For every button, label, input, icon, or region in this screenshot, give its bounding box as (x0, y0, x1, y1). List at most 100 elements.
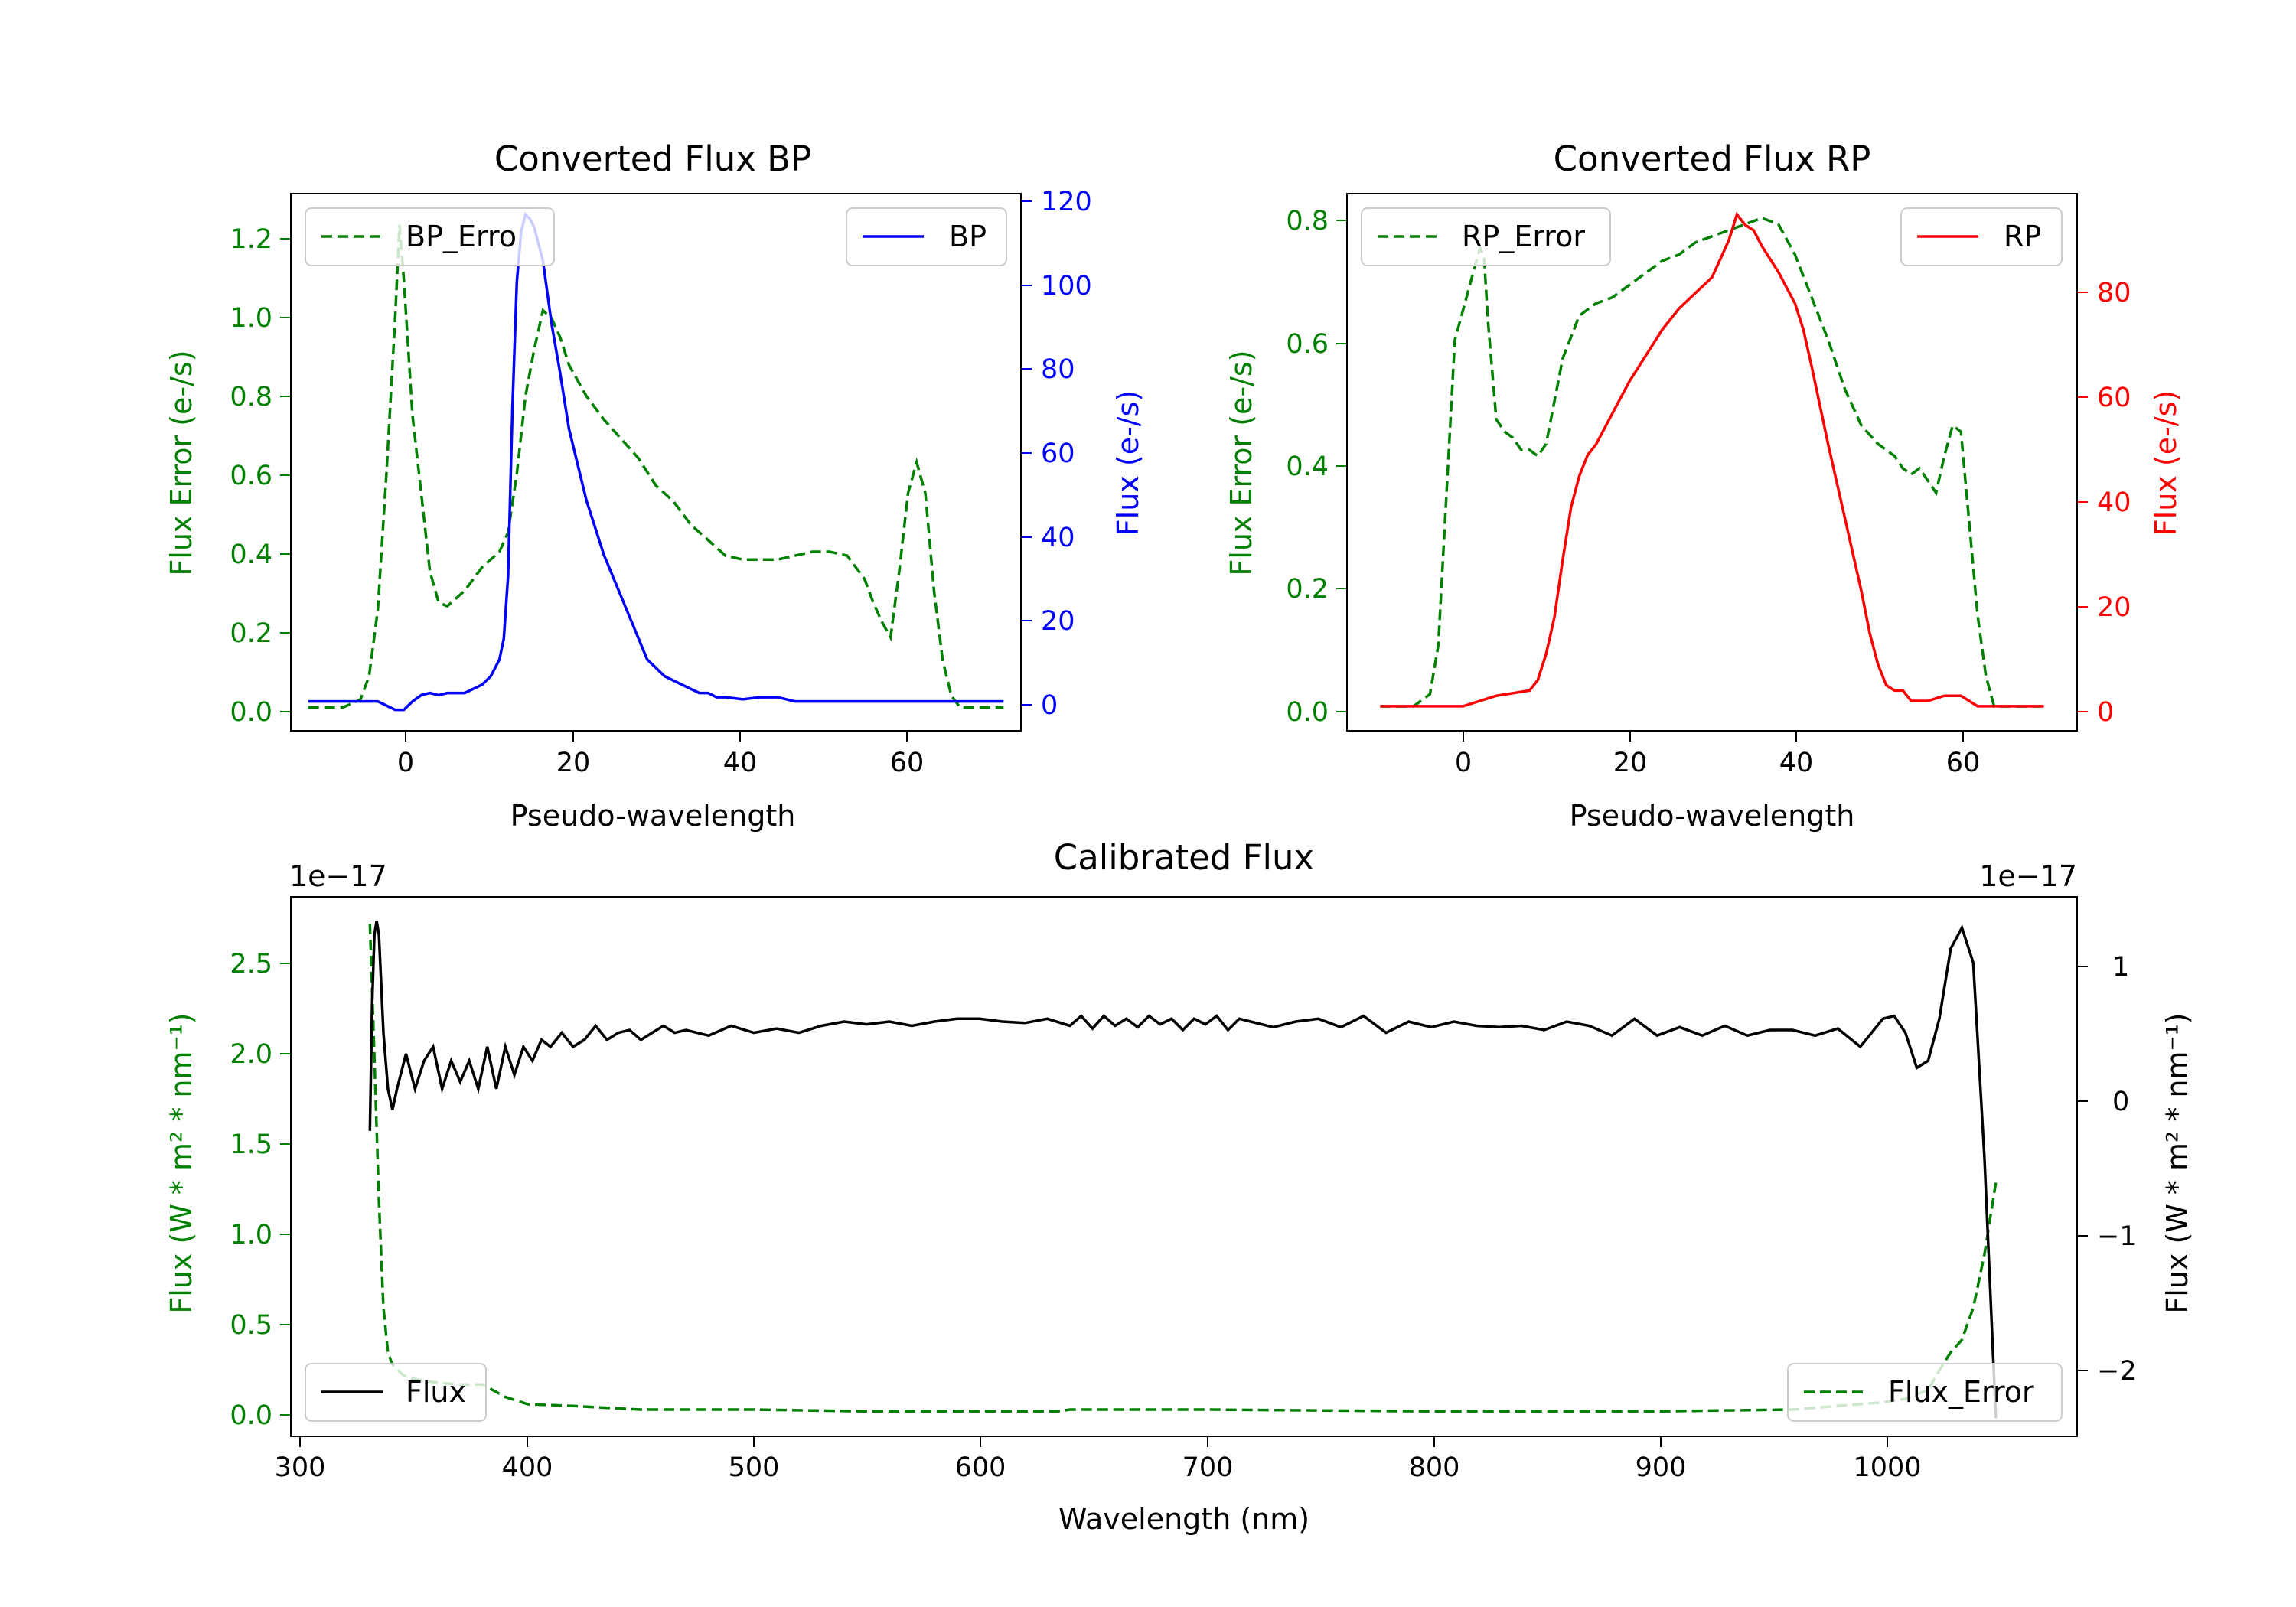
subplot-calibrated-xlabel: Wavelength (nm) (1058, 1502, 1309, 1536)
rp-legend-right-label: RP (2004, 220, 2041, 253)
bp-ytick-right-label-0: 0 (1041, 690, 1058, 721)
subplot-bp-ylabel-left: Flux Error (e-/s) (165, 350, 198, 575)
subplot-rp-title: Converted Flux RP (1554, 139, 1871, 179)
bp-ytick-right-label-5: 100 (1041, 271, 1092, 302)
bp-ytick-left-label-0: 0.0 (230, 697, 272, 728)
calibrated-legend-right: Flux_Error (1787, 1363, 2063, 1422)
subplot-bp-xlabel: Pseudo-wavelength (510, 799, 796, 833)
cal-ytick-left-label-1: 0.5 (230, 1310, 272, 1341)
bp-ytick-left-label-5: 1.0 (230, 303, 272, 334)
rp-xtick-label-3: 60 (1946, 748, 1981, 778)
subplot-rp-yticks-left: 0.0 0.2 0.4 0.6 0.8 (1286, 206, 1347, 728)
subplot-bp-frame (290, 193, 1022, 732)
subplot-calibrated: Calibrated Flux 1e−17 1e−17 Wavelength (… (165, 837, 2194, 1536)
rp-ytick-left-label-1: 0.2 (1286, 574, 1329, 605)
bp-ytick-left-label-3: 0.6 (230, 461, 272, 491)
subplot-bp: Converted Flux BP Pseudo-wavelength Flux… (165, 139, 1145, 833)
subplot-bp-ylabel-right: Flux (e-/s) (1111, 390, 1145, 536)
cal-ytick-left-label-3: 1.5 (230, 1129, 272, 1160)
subplot-calibrated-yticks-right: −2 −1 0 1 (2077, 952, 2137, 1387)
rp-xtick-label-2: 40 (1779, 748, 1814, 778)
bp-ytick-right-label-6: 120 (1041, 187, 1092, 217)
rp-xtick-label-0: 0 (1455, 748, 1472, 778)
bp-xtick-label-2: 40 (723, 748, 758, 778)
calibrated-legend-left-label: Flux (406, 1375, 466, 1409)
subplot-calibrated-xticks: 300 400 500 600 700 800 900 1000 (275, 1436, 1922, 1483)
bp-xtick-label-1: 20 (556, 748, 591, 778)
rp-ytick-right-label-2: 40 (2097, 487, 2131, 518)
subplot-bp-xticks: 0 20 40 60 (397, 731, 924, 778)
bp-flux-line (308, 212, 1004, 712)
bp-legend-left: BP_Erro (305, 207, 555, 266)
rp-ytick-right-label-4: 80 (2097, 278, 2131, 308)
rp-ytick-right-label-0: 0 (2097, 697, 2114, 728)
subplot-rp-yticks-right: 0 20 40 60 80 (2077, 278, 2131, 728)
bp-ytick-left-label-4: 0.8 (230, 382, 272, 412)
cal-xtick-label-4: 700 (1182, 1452, 1234, 1483)
cal-ytick-right-label-1: −1 (2097, 1221, 2137, 1252)
cal-xtick-label-3: 600 (955, 1452, 1006, 1483)
cal-ytick-right-label-3: 1 (2112, 952, 2129, 983)
rp-ytick-right-label-3: 60 (2097, 383, 2131, 413)
rp-ytick-left-label-4: 0.8 (1286, 206, 1329, 236)
bp-legend-left-box (305, 207, 555, 266)
rp-error-line (1380, 217, 2044, 708)
subplot-calibrated-title: Calibrated Flux (1054, 837, 1314, 878)
bp-legend-right: BP (846, 207, 1007, 266)
cal-xtick-label-2: 500 (729, 1452, 780, 1483)
cal-ytick-right-label-2: 0 (2112, 1087, 2129, 1117)
cal-ytick-left-label-0: 0.0 (230, 1400, 272, 1431)
rp-legend-left: RP_Error (1361, 207, 1611, 266)
subplot-bp-title: Converted Flux BP (494, 139, 811, 179)
cal-ytick-left-label-4: 2.0 (230, 1039, 272, 1070)
bp-error-line (308, 224, 1004, 709)
subplot-rp-xlabel: Pseudo-wavelength (1570, 799, 1855, 833)
bp-ytick-left-label-2: 0.4 (230, 539, 272, 570)
rp-xtick-label-1: 20 (1613, 748, 1648, 778)
bp-legend-right-box (846, 207, 1007, 266)
subplot-bp-yticks-left: 0.0 0.2 0.4 0.6 0.8 1.0 1.2 (230, 224, 291, 728)
cal-ytick-left-label-2: 1.0 (230, 1220, 272, 1250)
cal-ytick-right-label-0: −2 (2097, 1356, 2137, 1387)
rp-flux-line (1380, 211, 2044, 708)
rp-legend-left-label: RP_Error (1462, 220, 1585, 253)
rp-ytick-left-label-3: 0.6 (1286, 329, 1329, 360)
subplot-rp-ylabel-left: Flux Error (e-/s) (1225, 350, 1258, 575)
cal-xtick-label-7: 1000 (1853, 1452, 1921, 1483)
subplot-rp: Converted Flux RP Pseudo-wavelength Flux… (1225, 139, 2183, 833)
bp-ytick-right-label-4: 80 (1041, 354, 1075, 385)
cal-xtick-label-5: 800 (1409, 1452, 1460, 1483)
subplot-rp-ylabel-right: Flux (e-/s) (2149, 390, 2183, 536)
subplot-bp-yticks-right: 0 20 40 60 80 100 120 (1021, 187, 1092, 721)
cal-xtick-label-0: 300 (275, 1452, 326, 1483)
bp-ytick-right-label-3: 60 (1041, 438, 1075, 469)
rp-ytick-right-label-1: 20 (2097, 592, 2131, 623)
cal-xtick-label-1: 400 (502, 1452, 553, 1483)
calibrated-legend-right-box (1787, 1363, 2063, 1422)
bp-legend-right-label: BP (949, 220, 987, 253)
bp-ytick-left-label-6: 1.2 (230, 224, 272, 255)
calibrated-legend-right-label: Flux_Error (1888, 1375, 2034, 1409)
rp-ytick-left-label-0: 0.0 (1286, 697, 1329, 728)
bp-xtick-label-0: 0 (397, 748, 414, 778)
cal-ytick-left-label-5: 2.5 (230, 949, 272, 980)
subplot-calibrated-yticks-left: 0.0 0.5 1.0 1.5 2.0 2.5 (230, 949, 291, 1431)
calibrated-legend-left-box (305, 1363, 487, 1422)
subplot-calibrated-frame (290, 896, 2078, 1437)
bp-xtick-label-3: 60 (890, 748, 925, 778)
rp-legend-right-box (1900, 207, 2063, 266)
subplot-calibrated-offset-left: 1e−17 (289, 859, 387, 893)
subplot-calibrated-ylabel-right: Flux (W * m² * nm⁻¹) (2161, 1012, 2194, 1313)
cal-xtick-label-6: 900 (1636, 1452, 1687, 1483)
subplot-rp-frame (1346, 193, 2078, 732)
calibrated-flux-line (368, 920, 1998, 1419)
rp-legend-right: RP (1900, 207, 2063, 266)
subplot-calibrated-ylabel-left: Flux (W * m² * nm⁻¹) (165, 1012, 198, 1313)
subplot-rp-xticks: 0 20 40 60 (1455, 731, 1980, 778)
calibrated-legend-left: Flux (305, 1363, 487, 1422)
rp-legend-left-box (1361, 207, 1611, 266)
rp-ytick-left-label-2: 0.4 (1286, 451, 1329, 482)
subplot-calibrated-offset-right: 1e−17 (1979, 859, 2077, 893)
